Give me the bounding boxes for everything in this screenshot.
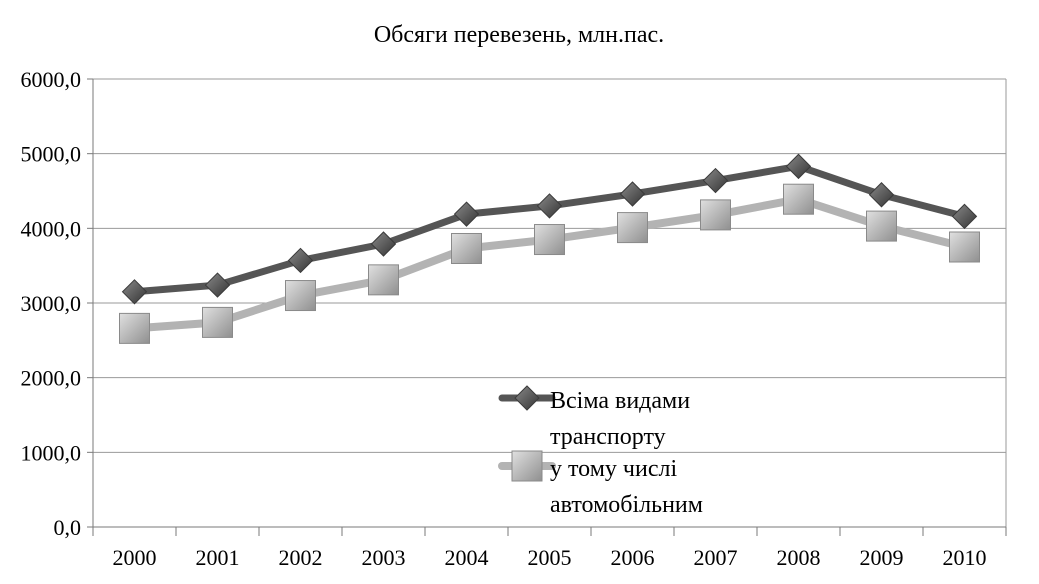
legend-label: автомобільним bbox=[550, 492, 703, 518]
x-tick-label: 2004 bbox=[445, 545, 489, 570]
legend-label: у тому числі bbox=[550, 456, 677, 482]
data-point bbox=[121, 279, 148, 305]
x-tick-label: 2006 bbox=[611, 545, 655, 570]
data-point bbox=[536, 193, 563, 219]
x-tick-label: 2009 bbox=[860, 545, 904, 570]
grid bbox=[93, 78, 1007, 527]
legend-marker bbox=[511, 450, 543, 482]
data-point bbox=[949, 231, 980, 263]
x-tick-label: 2010 bbox=[943, 545, 987, 570]
x-tick-label: 2002 bbox=[279, 545, 323, 570]
data-point bbox=[700, 199, 731, 231]
legend-entry: у тому числі автомобільним bbox=[498, 450, 703, 518]
legend: Всіма видами транспорту у тому числі автомо… bbox=[498, 385, 703, 518]
x-tick-label: 2000 bbox=[113, 545, 157, 570]
data-point bbox=[619, 181, 646, 207]
legend-label: транспорту bbox=[550, 424, 666, 450]
data-point bbox=[617, 212, 648, 244]
y-tick-label: 0,0 bbox=[54, 515, 82, 540]
x-tick-label: 2007 bbox=[694, 545, 738, 570]
data-point bbox=[204, 272, 231, 298]
data-point bbox=[202, 306, 233, 338]
x-tick-label: 2001 bbox=[196, 545, 240, 570]
data-point bbox=[370, 231, 397, 257]
data-point bbox=[453, 201, 480, 227]
axes: 0,0 1000,0 2000,0 3000,0 4000,0 5000,0 6000,0 2… bbox=[21, 67, 1007, 570]
x-tick-label: 2003 bbox=[362, 545, 406, 570]
y-tick-label: 5000,0 bbox=[21, 142, 82, 167]
legend-label: Всіма видами bbox=[550, 388, 690, 414]
series-1 bbox=[121, 153, 978, 305]
y-tick-label: 6000,0 bbox=[21, 67, 82, 92]
data-point bbox=[785, 153, 812, 180]
legend-marker bbox=[514, 385, 540, 411]
series bbox=[119, 153, 980, 344]
data-point bbox=[287, 247, 314, 274]
x-tick-label: 2005 bbox=[528, 545, 572, 570]
data-point bbox=[868, 182, 895, 208]
data-point bbox=[783, 183, 814, 215]
legend-entry: Всіма видами транспорту bbox=[498, 385, 690, 450]
data-point bbox=[951, 203, 978, 230]
data-point bbox=[119, 312, 150, 344]
data-point bbox=[368, 264, 399, 296]
data-point bbox=[534, 224, 565, 256]
chart-title: Обсяги перевезень, млн.пас. bbox=[374, 22, 664, 48]
series-2 bbox=[119, 183, 980, 344]
y-tick-label: 1000,0 bbox=[21, 440, 82, 465]
data-point bbox=[702, 167, 729, 194]
y-tick-label: 3000,0 bbox=[21, 291, 82, 316]
data-point bbox=[866, 210, 897, 242]
data-point bbox=[451, 232, 482, 264]
y-tick-label: 4000,0 bbox=[21, 216, 82, 241]
data-point bbox=[285, 280, 316, 312]
y-tick-label: 2000,0 bbox=[21, 366, 82, 391]
x-tick-label: 2008 bbox=[777, 545, 821, 570]
